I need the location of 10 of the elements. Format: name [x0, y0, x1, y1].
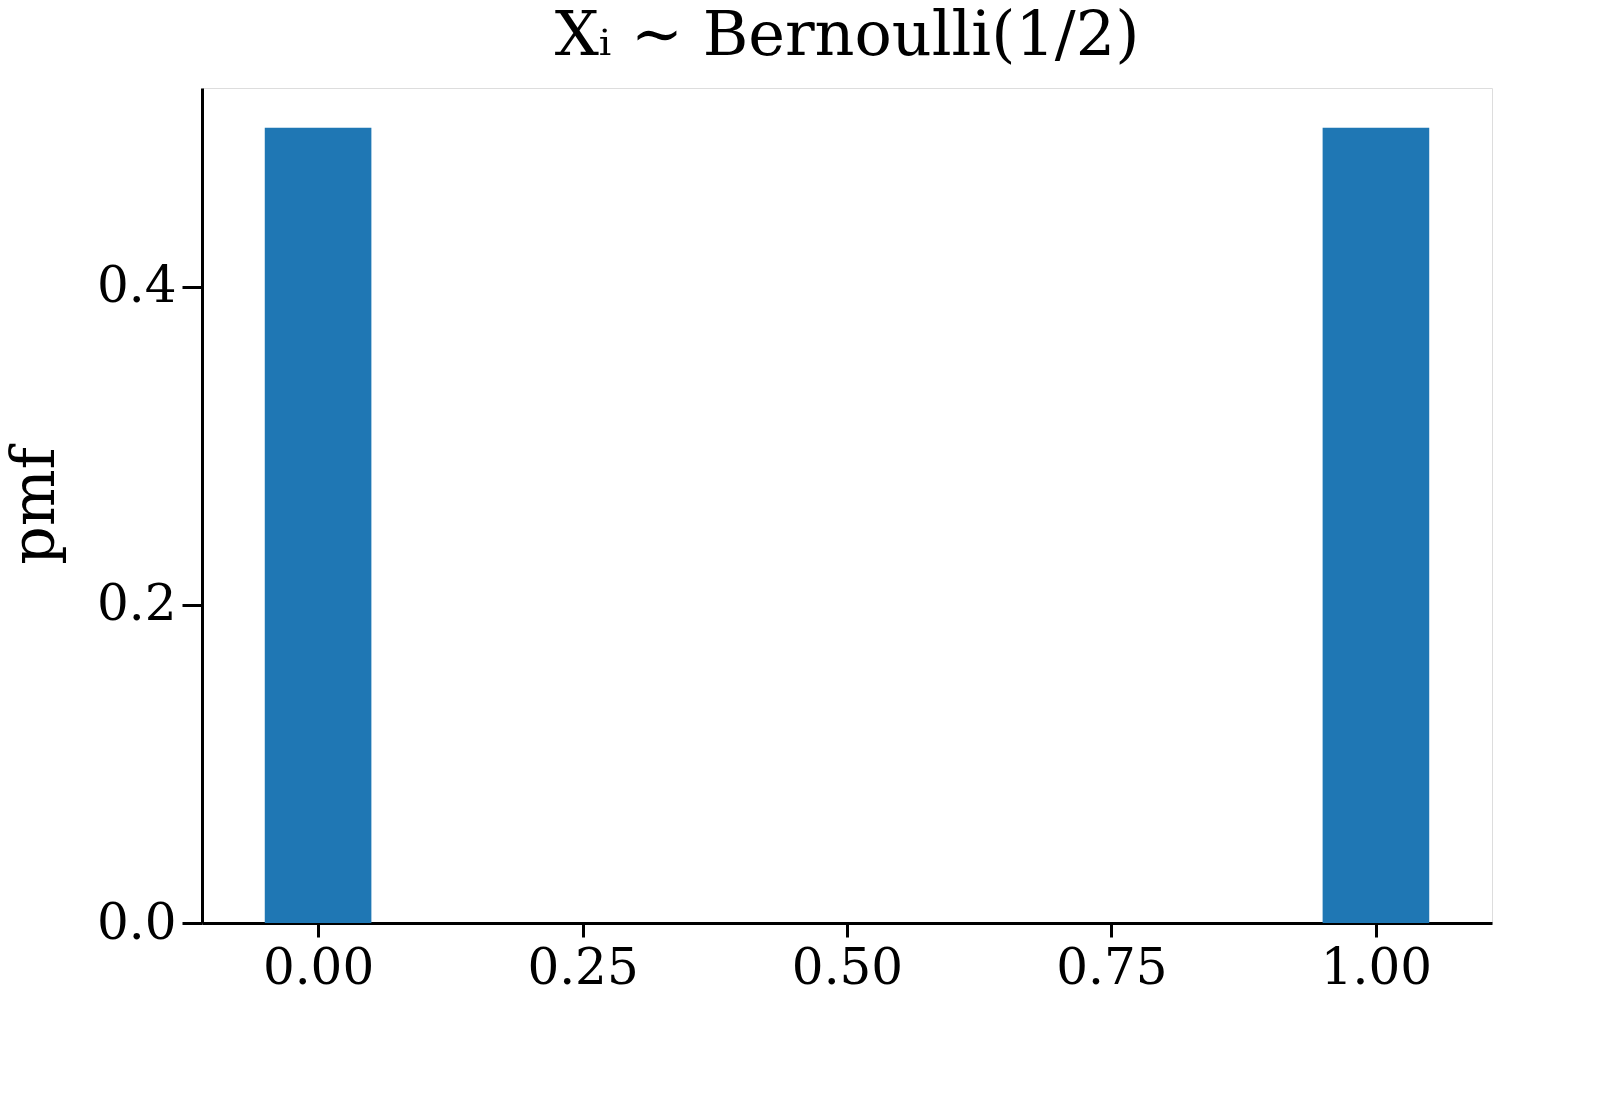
x-tick-label: 0.00: [262, 937, 375, 996]
chart-title: Xᵢ ∼ Bernoulli(1/2): [554, 0, 1140, 70]
y-tick-label: 0.0: [96, 892, 177, 951]
x-tick-label: 1.00: [1320, 937, 1433, 996]
x-tick-label: 0.50: [791, 937, 904, 996]
y-tick-label: 0.2: [96, 574, 177, 633]
y-axis-title: pmf: [0, 443, 68, 565]
y-tick-label: 0.4: [96, 256, 177, 315]
x-tick-label: 0.25: [527, 937, 639, 996]
x-tick-label: 0.75: [1056, 937, 1168, 996]
